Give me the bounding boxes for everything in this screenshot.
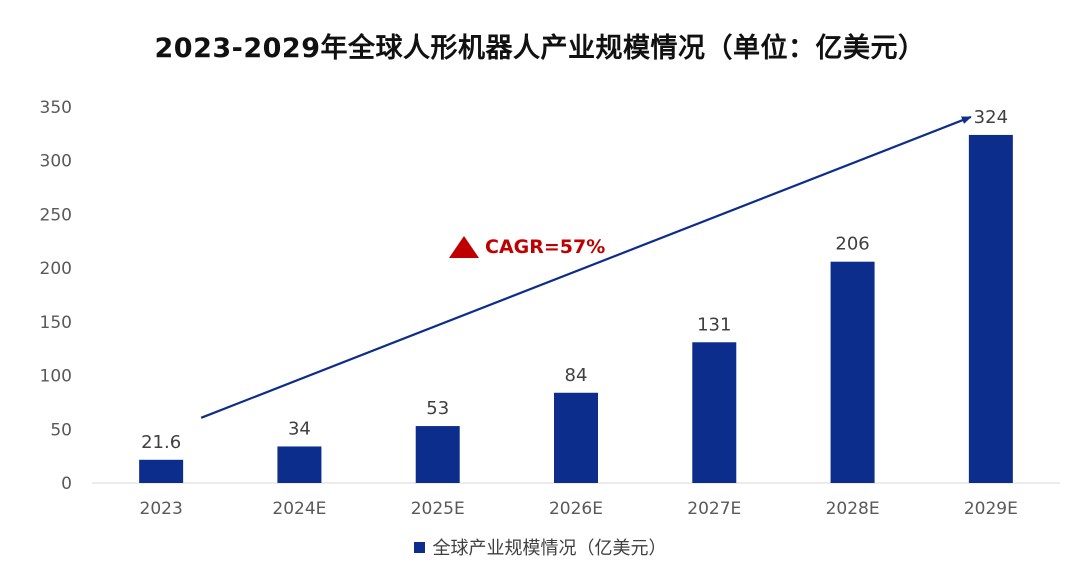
bar-chart: 0 50 100 150 200 250 300 350 2023 2024E 2025E 2026… [40, 98, 1060, 519]
y-tick-label: 50 [50, 420, 72, 440]
x-tick-label: 2023 [140, 499, 183, 519]
data-label: 206 [835, 234, 869, 255]
y-tick-label: 150 [40, 313, 72, 333]
data-label: 324 [974, 107, 1008, 128]
y-tick-label: 350 [40, 98, 72, 118]
x-tick-label: 2025E [411, 499, 465, 519]
bar [692, 342, 737, 483]
legend-label: 全球产业规模情况（亿美元） [432, 538, 667, 559]
y-tick-label: 0 [61, 474, 72, 494]
data-label: 53 [426, 398, 449, 419]
x-tick-label: 2024E [272, 499, 326, 519]
x-tick-label: 2027E [687, 499, 741, 519]
y-tick-label: 200 [40, 259, 72, 279]
x-tick-label: 2028E [826, 499, 880, 519]
cagr-annotation: CAGR=57% [485, 236, 605, 258]
bar [139, 459, 184, 483]
trend-arrow [200, 115, 972, 419]
data-labels: 21.6 34 53 84 131 206 324 [141, 107, 1008, 453]
data-label: 34 [288, 418, 311, 439]
bar [277, 446, 322, 483]
bar [415, 426, 460, 483]
x-axis: 2023 2024E 2025E 2026E 2027E 2028E 2029E [140, 499, 1018, 519]
y-tick-label: 100 [40, 367, 72, 387]
bars-group [139, 134, 1013, 483]
bar [830, 261, 875, 483]
x-tick-label: 2026E [549, 499, 603, 519]
bar [968, 134, 1013, 483]
red-triangle-icon [449, 236, 479, 258]
data-label: 21.6 [141, 432, 181, 453]
y-axis: 0 50 100 150 200 250 300 350 [40, 98, 72, 494]
bar [554, 392, 598, 483]
y-tick-label: 300 [40, 152, 72, 172]
y-tick-label: 250 [40, 205, 72, 225]
x-tick-label: 2029E [964, 499, 1018, 519]
legend: 全球产业规模情况（亿美元） [0, 534, 1080, 560]
data-label: 84 [565, 365, 588, 386]
data-label: 131 [697, 314, 731, 335]
legend-swatch [413, 541, 425, 553]
chart-title: 2023-2029年全球人形机器人产业规模情况（单位：亿美元） [154, 33, 926, 64]
